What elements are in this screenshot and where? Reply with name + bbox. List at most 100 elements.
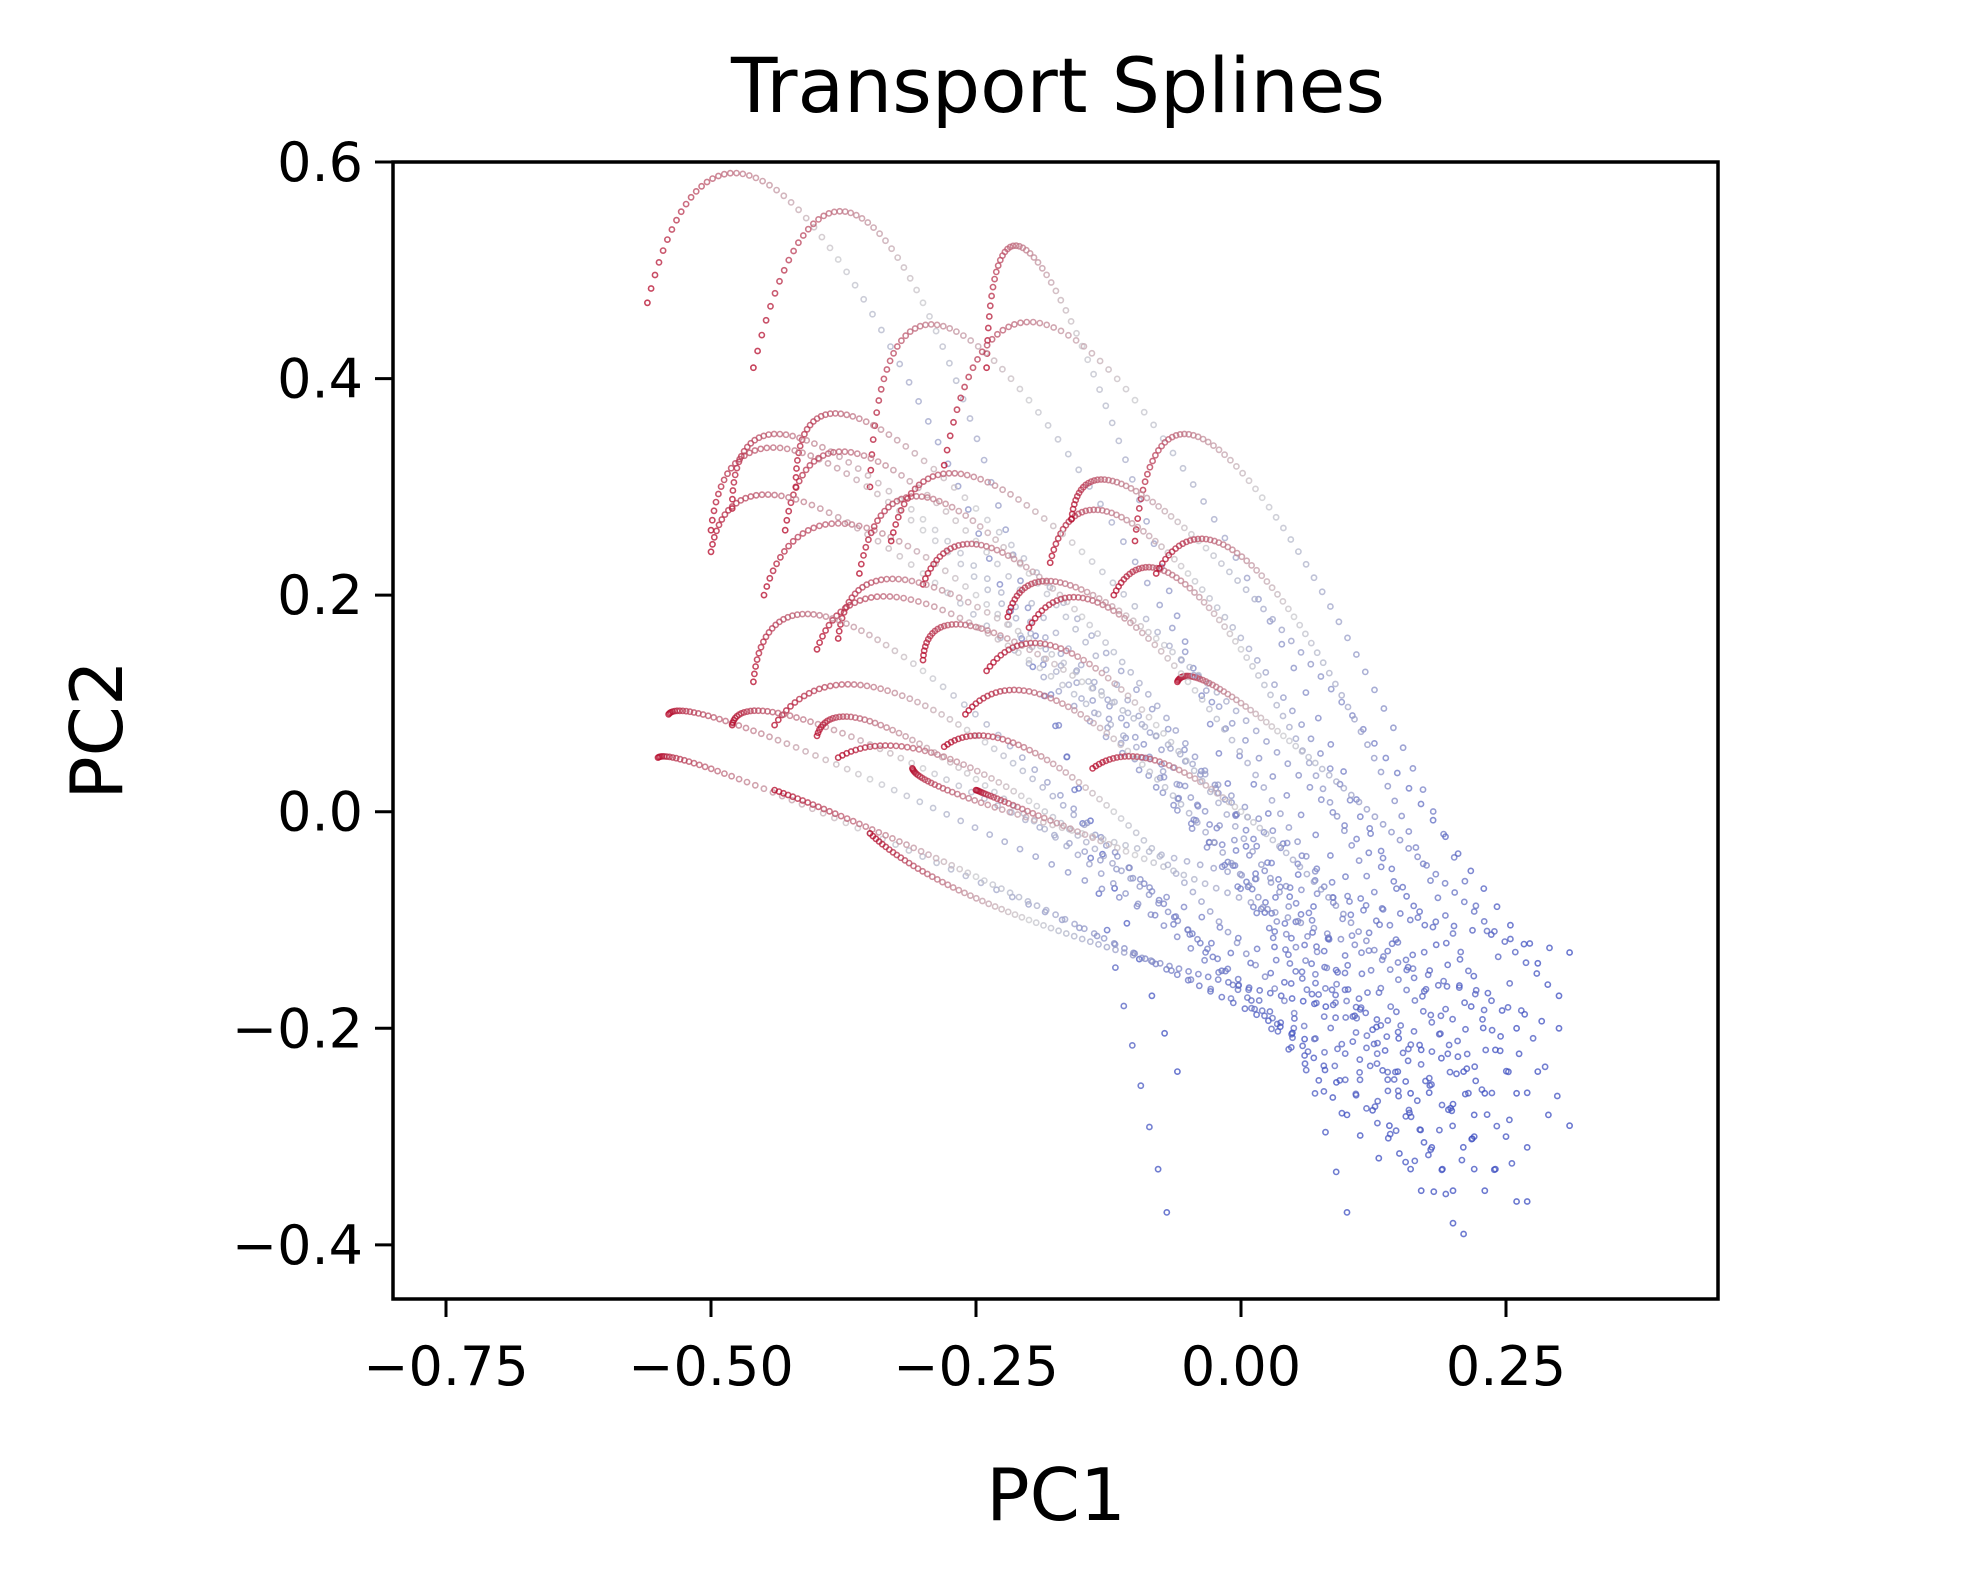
spline-point bbox=[832, 714, 840, 721]
spline-point bbox=[862, 543, 870, 551]
spline-point bbox=[1253, 945, 1261, 953]
spline-point bbox=[1103, 801, 1110, 809]
spline-point bbox=[1338, 1040, 1346, 1048]
spline-point bbox=[1081, 848, 1089, 855]
spline-point bbox=[955, 782, 963, 790]
spline-point bbox=[1049, 760, 1057, 768]
spline-point bbox=[1183, 538, 1190, 546]
spline-point bbox=[1417, 800, 1425, 808]
spline-point bbox=[1289, 1029, 1296, 1037]
spline-point bbox=[1258, 572, 1266, 580]
spline-point bbox=[935, 497, 943, 505]
spline-point bbox=[1317, 796, 1325, 804]
spline-point bbox=[1312, 979, 1319, 987]
spline-point bbox=[729, 495, 736, 503]
spline-point bbox=[1390, 878, 1398, 885]
spline-point bbox=[1160, 730, 1167, 737]
spline-point bbox=[1102, 757, 1110, 765]
spline-point bbox=[933, 876, 941, 883]
spline-point bbox=[1049, 792, 1057, 800]
x-tick-label: 0.25 bbox=[1446, 1335, 1566, 1398]
spline-point bbox=[1141, 955, 1149, 963]
spline-point bbox=[1074, 653, 1082, 660]
spline-point bbox=[832, 681, 840, 689]
spline-point bbox=[1226, 568, 1233, 576]
spline-point bbox=[765, 629, 773, 636]
spline-point bbox=[808, 501, 816, 509]
spline-point bbox=[709, 175, 716, 182]
spline-point bbox=[962, 527, 970, 534]
spline-point bbox=[1398, 812, 1406, 820]
spline-point bbox=[877, 685, 884, 693]
spline-point bbox=[1538, 1017, 1546, 1025]
spline-point bbox=[1372, 917, 1380, 925]
spline-point bbox=[1213, 789, 1221, 797]
spline-point bbox=[1305, 909, 1313, 917]
spline-point bbox=[1268, 584, 1276, 592]
spline-point bbox=[1117, 714, 1125, 722]
spline-38 bbox=[887, 469, 1531, 1151]
spline-point bbox=[1334, 1045, 1341, 1053]
spline-point bbox=[907, 505, 915, 513]
spline-point bbox=[1344, 961, 1352, 969]
spline-point bbox=[1159, 789, 1167, 797]
spline-point bbox=[815, 803, 822, 811]
spline-point bbox=[1158, 543, 1165, 551]
y-tick-label: 0.2 bbox=[277, 564, 363, 627]
spline-point bbox=[1120, 732, 1127, 739]
spline-point bbox=[957, 817, 965, 825]
spline-point bbox=[1327, 852, 1334, 859]
spline-point bbox=[1379, 820, 1387, 828]
spline-point bbox=[1493, 1122, 1501, 1130]
spline-point bbox=[1150, 421, 1157, 429]
spline-point bbox=[1298, 886, 1305, 894]
spline-point bbox=[787, 499, 795, 507]
spline-point bbox=[1036, 690, 1044, 698]
spline-point bbox=[991, 275, 998, 283]
spline-point bbox=[1333, 778, 1340, 785]
spline-point bbox=[789, 432, 796, 440]
spline-point bbox=[1234, 577, 1241, 584]
spline-point bbox=[1194, 535, 1202, 543]
spline-point bbox=[999, 549, 1006, 556]
spline-point bbox=[1081, 877, 1089, 884]
spline-point bbox=[1498, 1007, 1506, 1014]
spline-point bbox=[810, 223, 818, 231]
spline-point bbox=[1188, 930, 1196, 938]
spline-points-layer bbox=[644, 169, 1573, 1238]
spline-point bbox=[964, 598, 972, 606]
spline-point bbox=[962, 733, 970, 741]
spline-point bbox=[851, 281, 859, 289]
spline-point bbox=[1371, 686, 1378, 694]
spline-point bbox=[1152, 783, 1160, 791]
spline-point bbox=[820, 805, 828, 813]
spline-point bbox=[1544, 981, 1552, 988]
spline-point bbox=[1052, 629, 1060, 637]
spline-point bbox=[843, 620, 850, 627]
spline-point bbox=[864, 219, 872, 226]
spline-point bbox=[1032, 508, 1039, 515]
spline-point bbox=[1035, 610, 1042, 618]
spline-point bbox=[831, 810, 839, 818]
spline-point bbox=[907, 596, 915, 603]
spline-point bbox=[1118, 513, 1125, 521]
spline-point bbox=[1355, 928, 1362, 935]
spline-point bbox=[1145, 563, 1153, 571]
spline-point bbox=[1287, 536, 1295, 543]
spline-point bbox=[850, 681, 858, 688]
spline-29 bbox=[1004, 577, 1520, 1032]
spline-point bbox=[924, 870, 931, 878]
spline-point bbox=[1052, 287, 1060, 295]
spline-point bbox=[1047, 279, 1055, 286]
spline-point bbox=[841, 448, 849, 456]
spline-point bbox=[1240, 835, 1248, 843]
spline-point bbox=[1249, 848, 1256, 855]
spline-point bbox=[802, 214, 810, 222]
spline-point bbox=[792, 484, 800, 491]
spline-point bbox=[984, 529, 992, 537]
spline-point bbox=[1388, 940, 1396, 948]
spline-point bbox=[1213, 604, 1221, 611]
spline-point bbox=[1122, 848, 1130, 855]
spline-point bbox=[1228, 719, 1236, 727]
spline-point bbox=[1137, 1082, 1145, 1090]
